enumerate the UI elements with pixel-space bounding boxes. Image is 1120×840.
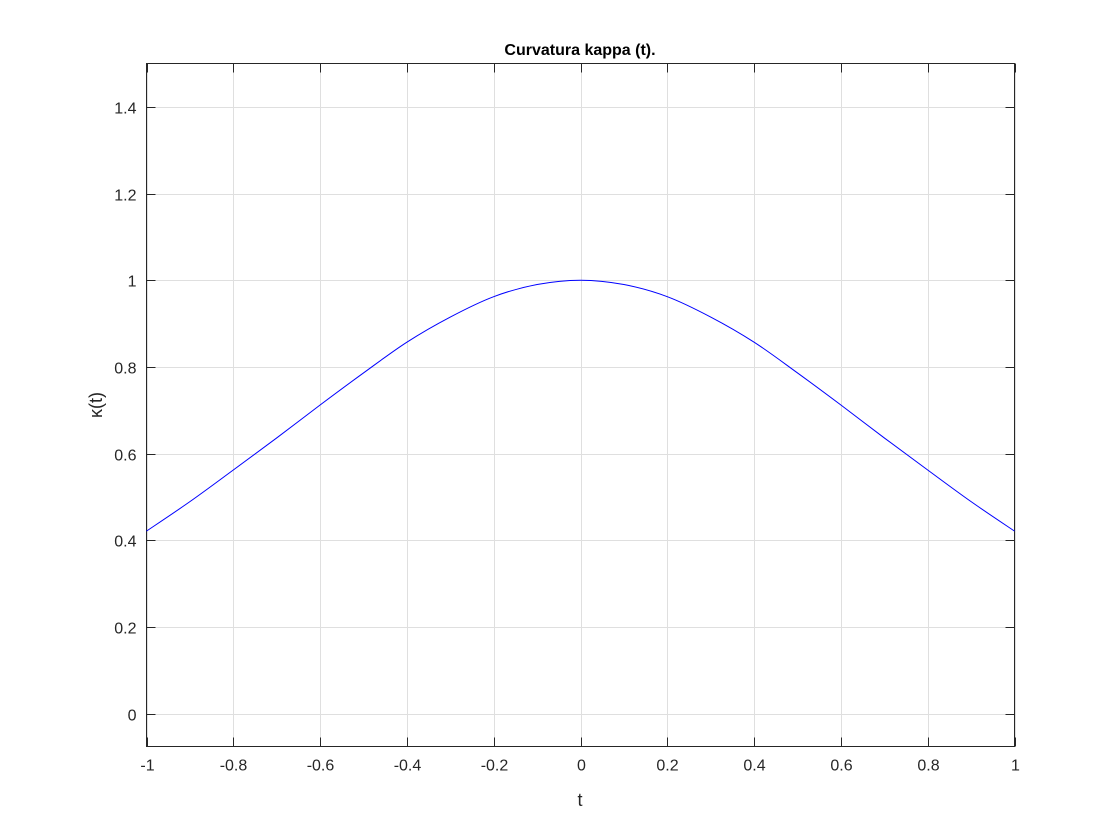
x-tick-label: 0.2 xyxy=(656,758,678,775)
x-tick-label: -0.4 xyxy=(394,758,422,775)
y-axis-label: κ(t) xyxy=(86,392,106,418)
y-tick-label: 0 xyxy=(128,708,137,725)
x-tick-label: -0.6 xyxy=(307,758,335,775)
x-tick-label: -0.2 xyxy=(481,758,509,775)
y-tick-label: 1.2 xyxy=(114,188,136,205)
y-tick-label: 0.4 xyxy=(114,534,136,551)
x-tick-label: 0.4 xyxy=(743,758,765,775)
x-tick-label: 0 xyxy=(577,758,586,775)
ticks: -1 -0.8 -0.6 -0.4 -0.2 0 0.2 0.4 0.6 0.8 1 0 0.2 0.4 0… xyxy=(114,63,1020,775)
y-tick-label: 0.8 xyxy=(114,361,136,378)
y-tick-label: 0.6 xyxy=(114,448,136,465)
x-tick-label: -1 xyxy=(140,758,154,775)
x-tick-label: 1 xyxy=(1011,758,1020,775)
plot-area-box xyxy=(146,63,1015,747)
chart-title: Curvatura kappa (t). xyxy=(504,42,655,59)
y-tick-label: 1.4 xyxy=(114,101,136,118)
x-tick-label: 0.6 xyxy=(830,758,852,775)
x-tick-label: 0.8 xyxy=(917,758,939,775)
x-tick-label: -0.8 xyxy=(220,758,248,775)
series-kappa-line xyxy=(146,279,1015,532)
y-tick-label: 0.2 xyxy=(114,621,136,638)
y-tick-label: 1 xyxy=(128,274,137,291)
grid xyxy=(146,63,1016,747)
x-axis-label: t xyxy=(577,790,582,810)
